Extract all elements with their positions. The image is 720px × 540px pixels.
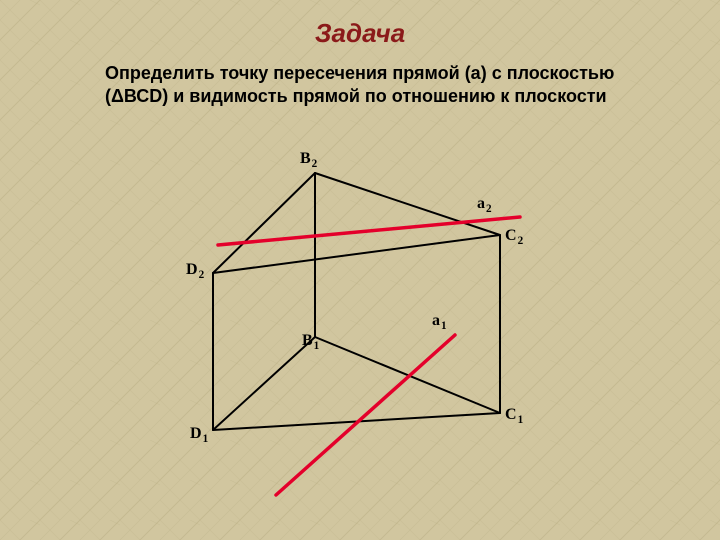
- label-B2-text: B: [300, 150, 311, 167]
- label-a1: a1: [432, 312, 447, 332]
- label-a1-text: a: [432, 312, 440, 329]
- label-a2-sub: 2: [486, 203, 492, 215]
- label-a2-text: a: [477, 195, 485, 212]
- label-C2-text: C: [505, 227, 517, 244]
- label-B1: B1: [302, 332, 319, 352]
- label-D2: D2: [186, 261, 204, 281]
- label-C2-sub: 2: [518, 235, 524, 247]
- label-C1-text: C: [505, 406, 517, 423]
- slide-title: Задача: [0, 18, 720, 49]
- label-C1-sub: 1: [518, 414, 524, 426]
- label-a2: a2: [477, 195, 492, 215]
- label-D1: D1: [190, 425, 208, 445]
- label-D1-sub: 1: [203, 433, 209, 445]
- label-B1-text: B: [302, 332, 313, 349]
- label-C2: C2: [505, 227, 523, 247]
- slide-canvas: Задача Определить точку пересечения прям…: [0, 0, 720, 540]
- label-C1: C1: [505, 406, 523, 426]
- label-D2-sub: 2: [199, 269, 205, 281]
- label-D1-text: D: [190, 425, 202, 442]
- label-B1-sub: 1: [314, 340, 320, 352]
- label-B2: B2: [300, 150, 317, 170]
- label-a1-sub: 1: [441, 320, 447, 332]
- slide-subtitle: Определить точку пересечения прямой (а) …: [105, 62, 620, 109]
- label-D2-text: D: [186, 261, 198, 278]
- label-B2-sub: 2: [312, 158, 318, 170]
